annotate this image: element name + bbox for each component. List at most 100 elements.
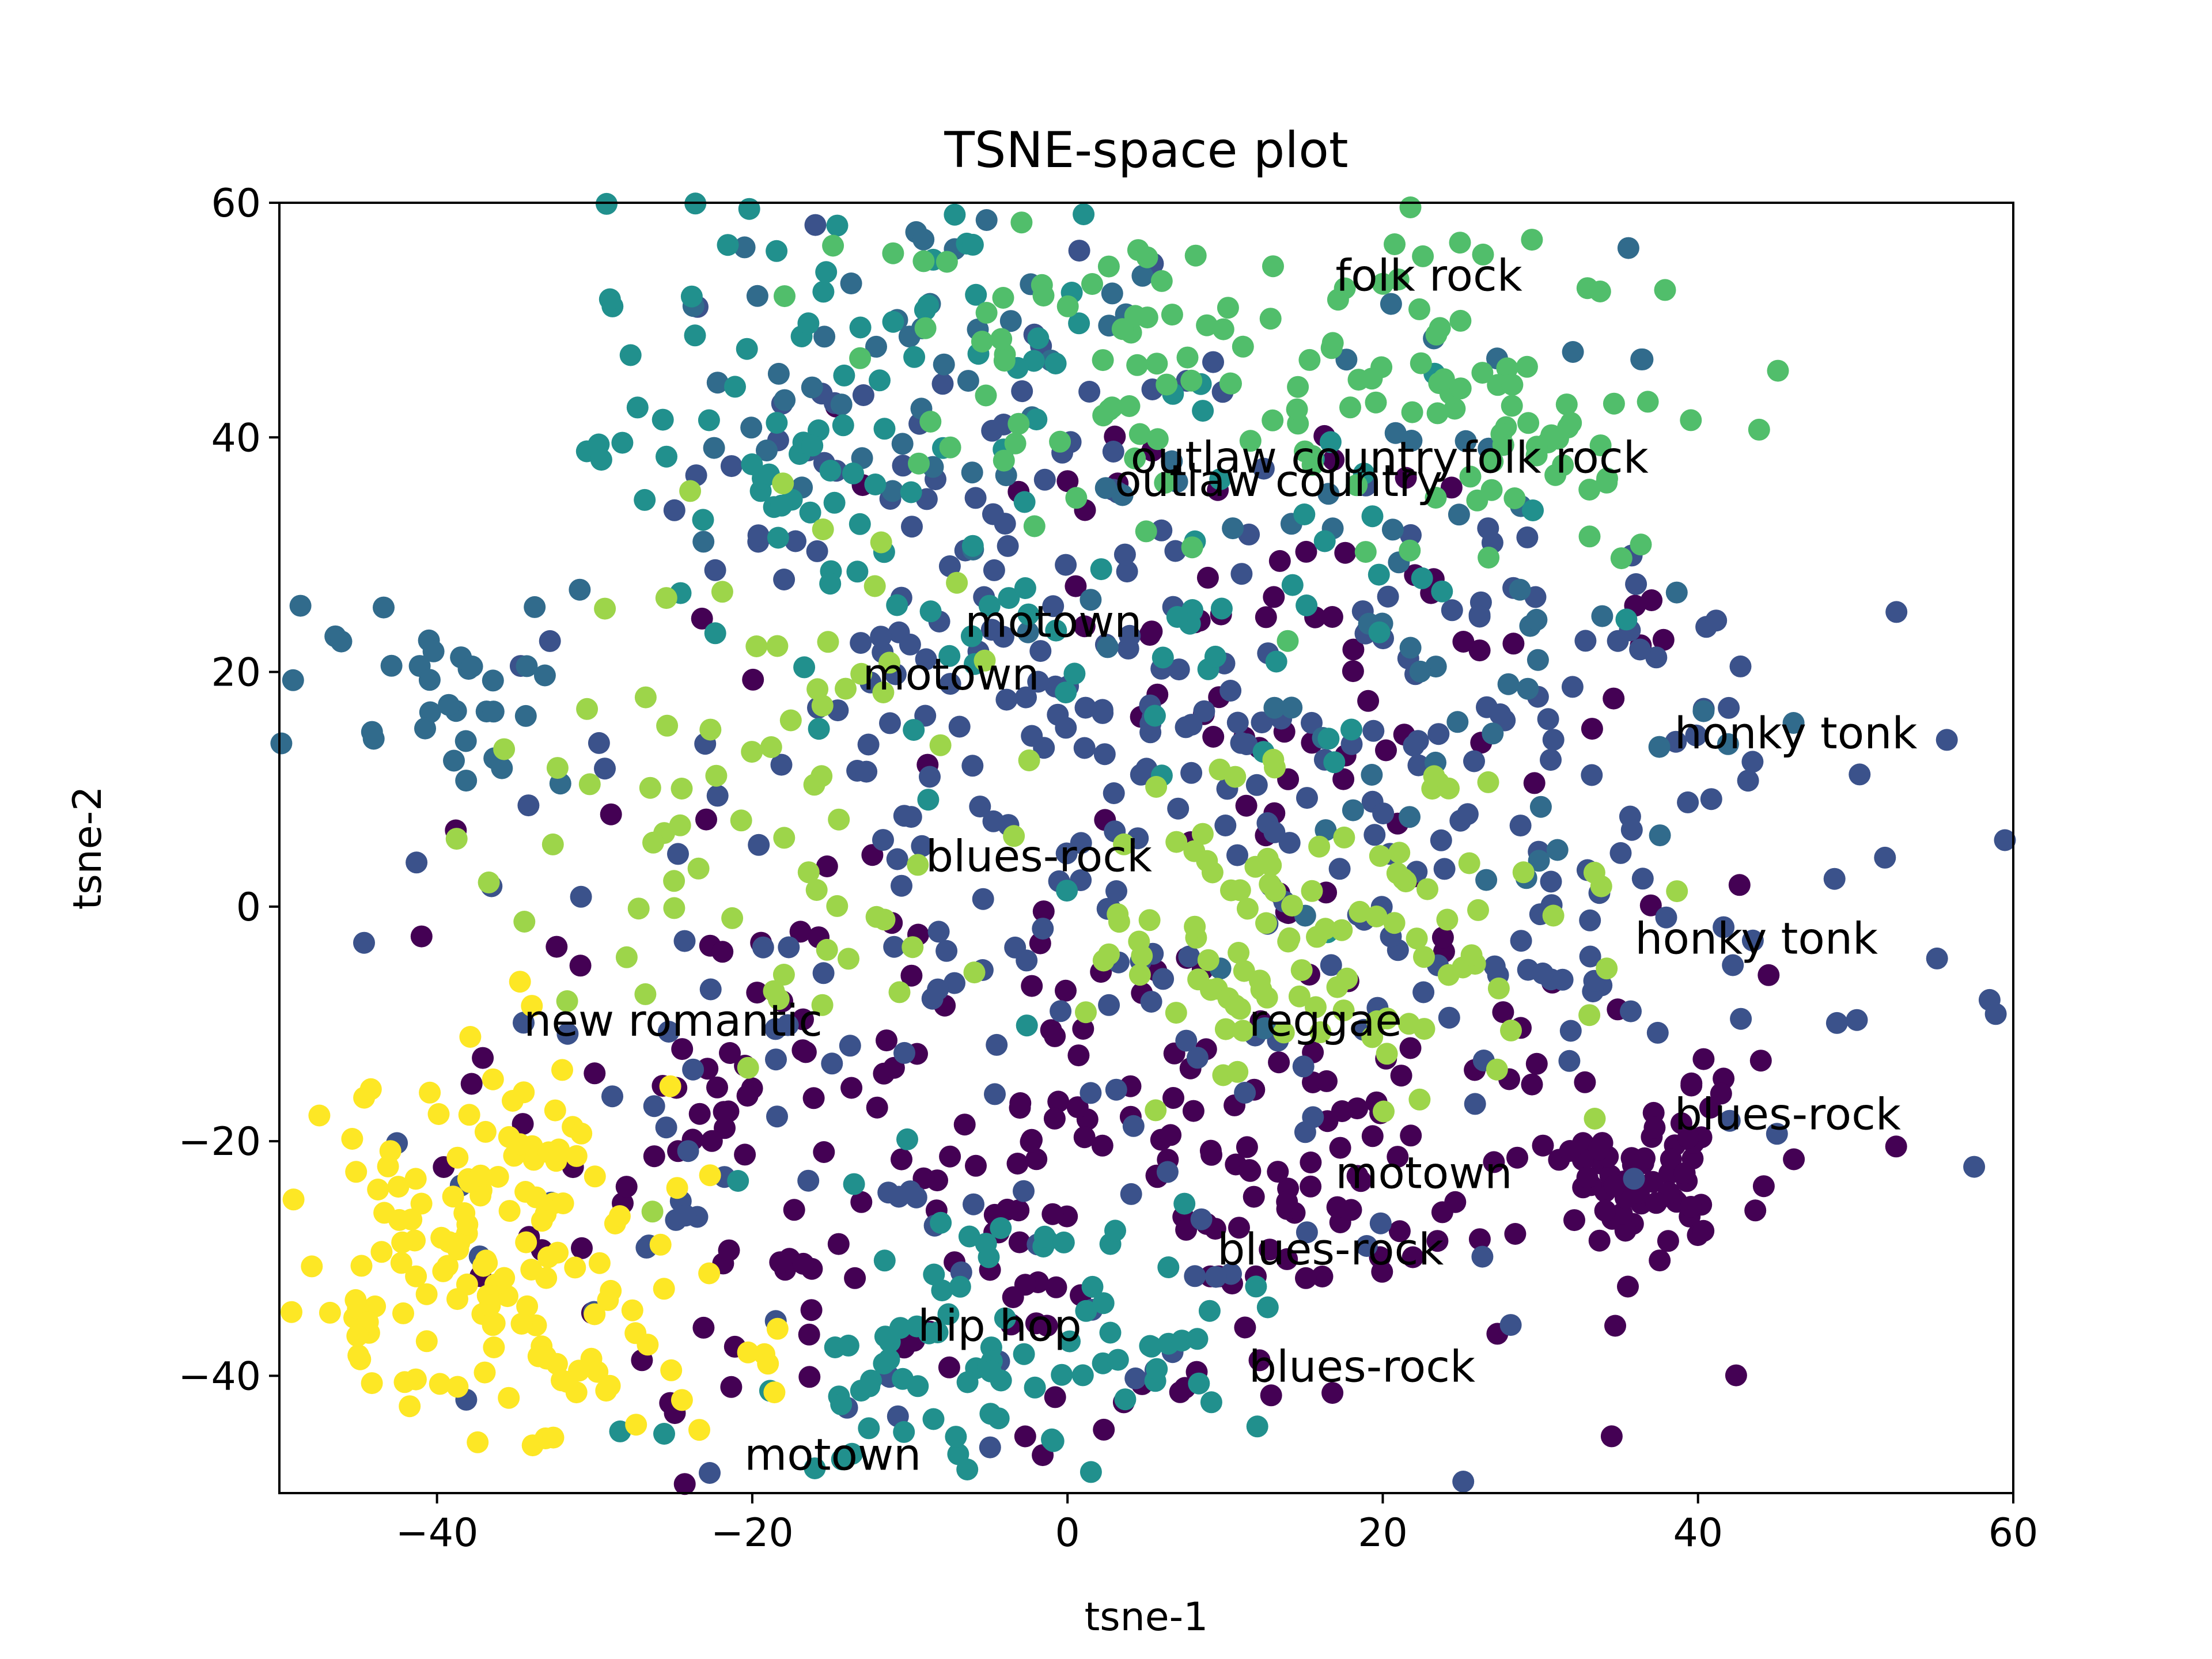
scatter-point <box>858 1417 880 1440</box>
scatter-point <box>1235 794 1257 817</box>
scatter-point <box>1705 609 1728 632</box>
scatter-point <box>1713 916 1735 938</box>
scatter-point <box>1334 277 1356 300</box>
annotation-label: outlaw country <box>1131 431 1459 483</box>
scatter-point <box>965 1154 987 1177</box>
scatter-point <box>601 1085 623 1108</box>
scatter-point <box>1392 868 1415 890</box>
scatter-point <box>806 678 829 700</box>
scatter-point <box>1666 880 1688 903</box>
scatter-point <box>1446 711 1469 733</box>
scatter-point <box>1073 203 1095 225</box>
scatter-point <box>1055 979 1077 1002</box>
scatter-point <box>706 1076 728 1099</box>
scatter-point <box>1634 1147 1656 1169</box>
scatter-point <box>1342 799 1364 821</box>
scatter-point <box>1497 673 1520 695</box>
scatter-point <box>1499 1314 1522 1336</box>
scatter-point <box>746 285 768 307</box>
scatter-point <box>1516 355 1538 378</box>
scatter-point <box>757 1353 779 1375</box>
scatter-point <box>1056 880 1078 902</box>
scatter-point <box>812 281 835 303</box>
scatter-point <box>1209 468 1232 490</box>
scatter-point <box>699 1164 721 1187</box>
scatter-point <box>798 1366 821 1388</box>
x-axis-label: tsne-1 <box>1085 1594 1209 1640</box>
scatter-point <box>1229 879 1251 902</box>
scatter-point <box>1184 1265 1206 1287</box>
scatter-point <box>1081 273 1103 295</box>
scatter-point <box>1455 430 1477 452</box>
scatter-point <box>517 794 540 817</box>
scatter-point <box>1161 450 1183 472</box>
scatter-point <box>1092 1292 1115 1315</box>
scatter-point <box>1043 1107 1066 1130</box>
scatter-point <box>801 376 823 399</box>
scatter-point <box>864 474 887 495</box>
scatter-point <box>1471 362 1494 384</box>
scatter-point <box>1011 380 1033 403</box>
scatter-point <box>1113 543 1136 566</box>
scatter-point <box>525 1186 547 1209</box>
scatter-point <box>1124 447 1146 469</box>
scatter-point <box>1311 1266 1334 1287</box>
chart-title: TSNE-space plot <box>944 122 1348 179</box>
scatter-point <box>373 596 395 619</box>
scatter-point <box>1506 1146 1528 1169</box>
scatter-point <box>1603 1175 1626 1197</box>
scatter-point <box>1166 606 1188 628</box>
scatter-point <box>1013 1343 1035 1365</box>
scatter-point <box>1075 1300 1097 1322</box>
scatter-point <box>498 1387 520 1409</box>
scatter-point <box>903 346 926 368</box>
scatter-point <box>1202 726 1225 748</box>
scatter-point <box>347 1344 370 1367</box>
scatter-point <box>899 633 921 656</box>
scatter-point <box>1025 1148 1048 1171</box>
scatter-point <box>390 1252 412 1274</box>
scatter-point <box>1042 1430 1065 1452</box>
scatter-point <box>1055 681 1077 704</box>
scatter-point <box>1388 842 1411 864</box>
scatter-point <box>1412 981 1435 1003</box>
scatter-point <box>545 1150 567 1172</box>
scatter-point <box>1256 1296 1279 1319</box>
scatter-point <box>766 412 788 434</box>
x-tick-label: 60 <box>1988 1510 2039 1556</box>
scatter-point <box>410 925 433 948</box>
scatter-point <box>1408 298 1430 320</box>
scatter-point <box>1692 700 1715 722</box>
scatter-point <box>1388 1220 1411 1243</box>
scatter-point <box>822 234 844 257</box>
scatter-point <box>984 1083 1006 1105</box>
scatter-point <box>482 1068 504 1090</box>
scatter-point <box>1384 233 1406 255</box>
scatter-point <box>1042 595 1065 618</box>
scatter-point <box>1680 1072 1703 1094</box>
scatter-point <box>1214 1018 1237 1040</box>
scatter-point <box>1105 880 1127 902</box>
scatter-point <box>1246 1415 1268 1438</box>
scatter-point <box>1468 639 1491 662</box>
scatter-point <box>778 936 800 959</box>
scatter-point <box>301 1255 323 1278</box>
scatter-point <box>1717 733 1739 755</box>
scatter-point <box>700 1130 723 1152</box>
scatter-point <box>1188 1372 1210 1395</box>
scatter-point <box>870 626 892 648</box>
scatter-point <box>908 452 930 475</box>
scatter-point <box>472 1047 494 1069</box>
scatter-point <box>1308 835 1331 858</box>
scatter-point <box>1512 861 1535 884</box>
x-tick-label: 20 <box>1358 1510 1408 1556</box>
scatter-point <box>1204 645 1226 668</box>
scatter-point <box>547 1241 569 1264</box>
scatter-point <box>850 632 872 654</box>
scatter-point <box>455 770 478 792</box>
scatter-point <box>387 1176 410 1198</box>
scatter-point <box>1238 1159 1260 1181</box>
scatter-point <box>747 524 770 547</box>
scatter-point <box>373 1202 396 1224</box>
scatter-point <box>460 1073 483 1095</box>
